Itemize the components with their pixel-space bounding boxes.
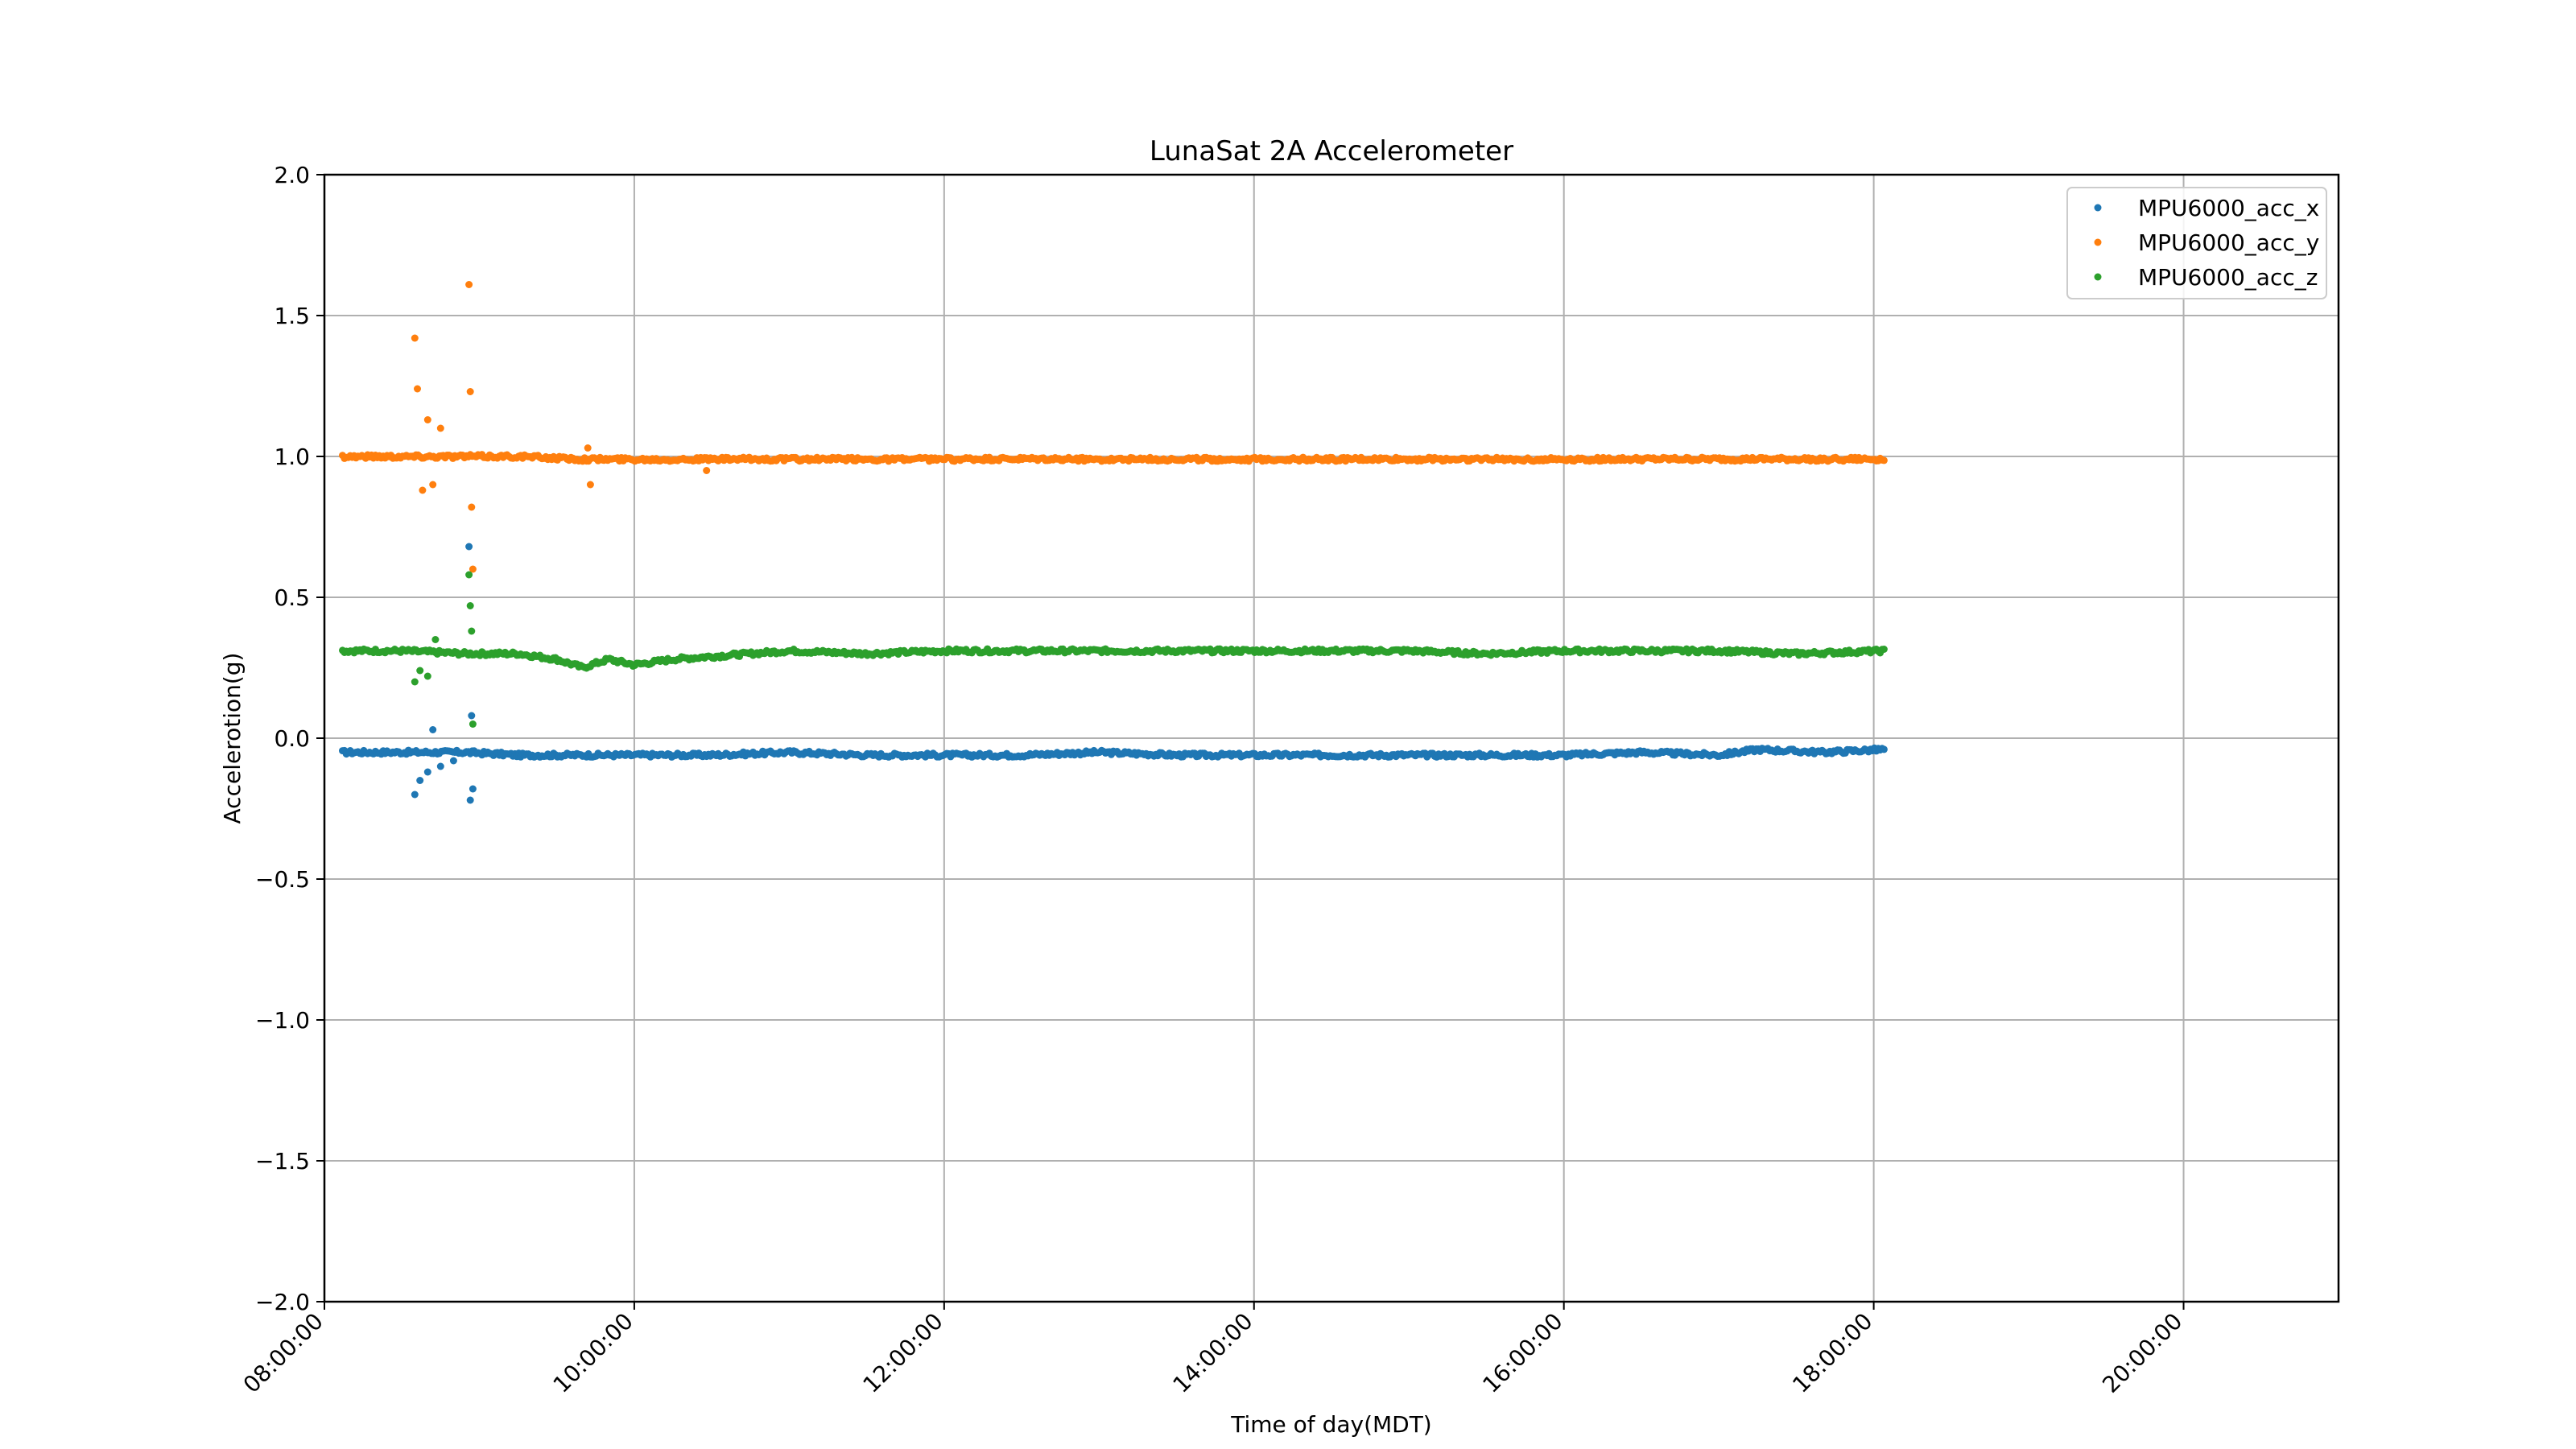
outlier-point [411, 334, 419, 342]
outlier-point [469, 785, 477, 793]
data-point [1880, 456, 1888, 464]
legend: MPU6000_acc_x MPU6000_acc_y MPU6000_acc_… [2066, 187, 2327, 299]
outlier-point [468, 712, 476, 720]
outlier-point [703, 467, 711, 474]
data-point [1880, 646, 1888, 653]
outlier-point [414, 385, 421, 393]
outlier-point [466, 796, 474, 804]
outlier-point [411, 791, 419, 799]
x-axis-label: Time of day(MDT) [1230, 1411, 1431, 1438]
y-tick-label: 1.5 [274, 303, 310, 329]
legend-marker-acc-y [2094, 238, 2102, 246]
outlier-point [411, 678, 419, 686]
legend-marker-acc-x [2094, 204, 2102, 212]
outlier-point [469, 565, 477, 573]
y-tick-label: 1.0 [274, 444, 310, 470]
outlier-point [423, 768, 431, 776]
outlier-point [431, 636, 440, 643]
y-axis-label: Accelerotion(g) [219, 653, 246, 824]
series-acc-z [339, 571, 1888, 728]
y-tick-label: −0.5 [255, 866, 310, 893]
outlier-point [416, 667, 424, 675]
outlier-point [469, 720, 477, 728]
outlier-point [584, 444, 592, 452]
outlier-point [436, 762, 444, 770]
outlier-point [436, 424, 444, 432]
outlier-point [468, 503, 476, 511]
y-tick-label: 0.5 [274, 584, 310, 611]
y-tick-label: 2.0 [274, 162, 310, 188]
outlier-point [466, 602, 474, 609]
legend-label-acc-x: MPU6000_acc_x [2138, 195, 2319, 221]
y-tick-label: −2.0 [255, 1289, 310, 1315]
outlier-point [465, 571, 473, 579]
legend-label-acc-y: MPU6000_acc_y [2138, 229, 2319, 256]
outlier-point [429, 726, 437, 733]
chart-title: LunaSat 2A Accelerometer [1150, 135, 1513, 167]
outlier-point [449, 757, 457, 765]
outlier-point [423, 672, 431, 680]
outlier-point [416, 777, 424, 784]
outlier-point [465, 543, 473, 551]
data-point [1880, 745, 1888, 753]
legend-label-acc-z: MPU6000_acc_z [2138, 264, 2318, 291]
data-points [339, 281, 1888, 804]
outlier-point [468, 627, 476, 635]
series-acc-x [339, 543, 1888, 804]
y-tick-label: −1.0 [255, 1007, 310, 1034]
y-tick-label: −1.5 [255, 1148, 310, 1174]
outlier-point [423, 416, 431, 423]
outlier-point [419, 486, 427, 494]
y-tick-label: 0.0 [274, 725, 310, 752]
legend-box [2066, 187, 2327, 299]
series-acc-y [339, 281, 1888, 573]
outlier-point [429, 481, 437, 489]
outlier-point [466, 388, 474, 395]
outlier-point [465, 281, 473, 288]
legend-marker-acc-z [2094, 273, 2102, 281]
outlier-point [586, 481, 594, 489]
